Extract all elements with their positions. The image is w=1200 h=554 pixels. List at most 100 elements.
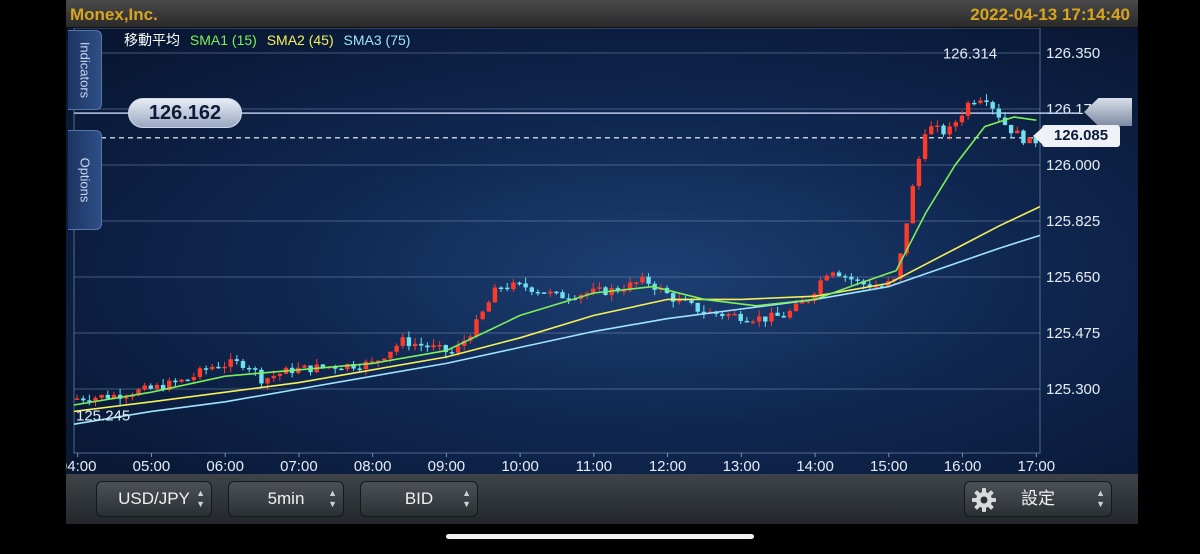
chart-panel[interactable]: 126.350 126.175 126.000 125.825 125.650 125.4… xyxy=(66,28,1138,474)
candle-body xyxy=(234,359,240,362)
settings-select[interactable]: 設定 ▲ ▼ xyxy=(964,481,1112,517)
plot-frame xyxy=(73,28,1041,454)
candle-body xyxy=(259,369,264,384)
candle-body xyxy=(412,343,418,347)
candle-body xyxy=(197,368,203,378)
candle-body xyxy=(548,291,553,294)
price-type-select[interactable]: BID ▲ ▼ xyxy=(360,481,478,517)
home-indicator[interactable] xyxy=(446,534,754,539)
candle-body xyxy=(529,287,535,292)
candle-body xyxy=(984,100,989,103)
candle-body xyxy=(941,125,946,135)
candle-body xyxy=(799,301,805,304)
candle-body xyxy=(320,364,326,368)
bottom-toolbar: USD/JPY ▲ ▼ 5min ▲ ▼ BID ▲ ▼ xyxy=(66,474,1138,524)
candle-body xyxy=(351,364,356,369)
candle-body xyxy=(849,276,854,280)
candle-body xyxy=(111,394,117,399)
x-tick-label: 10:00 xyxy=(501,458,539,474)
candle-body xyxy=(953,122,959,127)
x-tick-label: 17:00 xyxy=(1018,458,1056,474)
candle-body xyxy=(1021,130,1026,144)
candle-body xyxy=(769,312,774,322)
x-tick-label: 16:00 xyxy=(944,458,982,474)
candle-body xyxy=(677,298,682,302)
updown-icon: ▲ ▼ xyxy=(1096,488,1105,509)
candle-body xyxy=(154,384,160,389)
candle-body xyxy=(744,320,750,323)
candle-body xyxy=(843,276,848,278)
candle-body xyxy=(124,397,129,399)
candle-body xyxy=(584,293,590,296)
candle-body xyxy=(959,115,965,123)
candle-body xyxy=(332,366,338,369)
candle-body xyxy=(554,291,559,294)
high-annotation: 126.314 xyxy=(943,46,997,63)
tab-options-label: Options xyxy=(77,157,92,203)
candle-body xyxy=(793,303,799,312)
candle-body xyxy=(726,314,731,316)
candle-body xyxy=(836,272,842,277)
x-tick-label: 12:00 xyxy=(649,458,687,474)
tab-options[interactable]: Options xyxy=(68,130,102,230)
candle-body xyxy=(455,345,461,353)
x-tick-label: 07:00 xyxy=(280,458,318,474)
candle-body xyxy=(634,282,639,284)
interval-select[interactable]: 5min ▲ ▼ xyxy=(228,481,344,517)
candle-body xyxy=(210,366,215,370)
candle-body xyxy=(756,316,762,322)
candle-body xyxy=(74,398,80,400)
header-bar: Monex,Inc. 2022-04-13 17:14:40 xyxy=(66,0,1138,28)
candle-body xyxy=(375,360,381,363)
candle-body xyxy=(105,394,110,399)
candle-body xyxy=(775,312,780,316)
candle-body xyxy=(492,287,498,303)
legend-title: 移動平均 xyxy=(124,32,180,48)
candle-body xyxy=(382,358,387,361)
candle-body xyxy=(142,385,147,390)
candle-body xyxy=(363,361,369,370)
interval-value: 5min xyxy=(267,489,305,508)
candlestick-chart[interactable]: 126.350126.175126.000125.825125.650125.4… xyxy=(66,28,1138,474)
candle-body xyxy=(87,400,92,402)
candle-body xyxy=(867,284,872,288)
candle-body xyxy=(148,385,154,389)
candle-body xyxy=(720,313,725,316)
legend-sma2: SMA2 (45) xyxy=(266,32,334,48)
candle-body xyxy=(1008,124,1014,134)
tab-indicators[interactable]: Indicators xyxy=(68,30,102,110)
currency-pair-value: USD/JPY xyxy=(118,489,190,508)
candle-body xyxy=(670,293,676,302)
candle-body xyxy=(400,337,405,346)
x-tick-label: 13:00 xyxy=(723,458,761,474)
candle-body xyxy=(855,279,860,281)
candle-body xyxy=(1015,130,1020,134)
candle-body xyxy=(345,364,350,370)
candle-body xyxy=(99,394,104,398)
candle-body xyxy=(167,380,172,390)
y-tick-label: 125.650 xyxy=(1046,269,1100,286)
x-tick-label: 08:00 xyxy=(354,458,392,474)
y-tick-label: 125.825 xyxy=(1046,213,1100,230)
candle-body xyxy=(511,282,516,290)
candle-body xyxy=(695,302,700,312)
y-tick-label: 126.000 xyxy=(1046,157,1100,174)
candle-body xyxy=(689,300,694,303)
candle-body xyxy=(781,315,786,318)
candle-body xyxy=(806,300,811,303)
y-tick-label: 126.350 xyxy=(1046,45,1100,62)
updown-icon: ▲ ▼ xyxy=(462,488,471,509)
candle-body xyxy=(517,282,522,285)
cursor-price-bubble[interactable]: 126.162 xyxy=(128,98,242,128)
candle-body xyxy=(640,276,645,283)
updown-icon: ▲ ▼ xyxy=(328,488,337,509)
candle-body xyxy=(474,319,479,337)
currency-pair-select[interactable]: USD/JPY ▲ ▼ xyxy=(96,481,212,517)
candle-body xyxy=(947,126,952,135)
datetime-label: 2022-04-13 17:14:40 xyxy=(970,5,1130,24)
candle-body xyxy=(523,283,528,288)
candle-body xyxy=(873,286,879,288)
candle-body xyxy=(990,102,995,109)
y-tick-label: 125.475 xyxy=(1046,325,1100,342)
